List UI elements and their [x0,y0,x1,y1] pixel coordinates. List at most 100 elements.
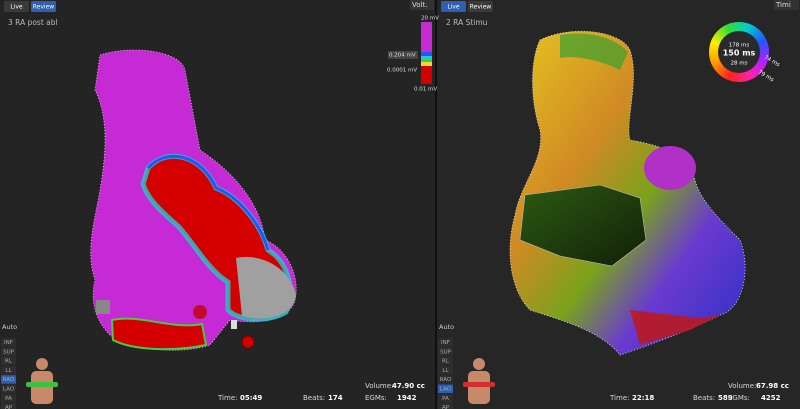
view-label[interactable]: RAO [3,377,15,383]
map-name: 2 RA Stimu [446,18,488,27]
ring-label: 150 ms [723,49,756,58]
egms-value: 4252 [761,394,781,402]
tab-label[interactable]: Live [10,4,23,11]
early-zone [560,33,628,70]
tab-label[interactable]: Review [470,4,492,11]
left-map [90,49,297,351]
egms-label: EGMs: [728,394,750,402]
auto-button[interactable]: Auto [439,323,454,331]
catheter-tip [231,320,237,329]
beats-label: Beats: [303,394,325,402]
tab[interactable] [468,1,493,12]
scale-label: 0.204 mV [389,53,416,59]
view-label[interactable]: AP [442,405,450,409]
ring-label: 79 ms [757,70,775,84]
bar-low [421,66,432,84]
view-button[interactable] [1,347,16,356]
tab-label[interactable]: Live [447,4,460,11]
divider [435,0,437,409]
ring-label: 74 ms [763,55,781,69]
view-button[interactable] [438,356,453,366]
view-label[interactable]: LAO [3,387,15,393]
view-label[interactable]: LAO [440,387,452,393]
view-label[interactable]: AP [5,405,13,409]
map-menu-label[interactable]: Timi [775,1,791,9]
torso-body [468,371,490,404]
volume-value: 67.98 cc [756,382,789,390]
egms-value: 1942 [397,394,417,402]
torso-arm [463,382,495,387]
bar-band [421,62,432,66]
view-label[interactable]: PA [442,396,449,402]
view-button[interactable] [438,365,453,375]
map-menu-label[interactable]: Volt. [412,1,427,9]
egms-label: EGMs: [365,394,387,402]
torso-body [31,371,53,404]
clipping-plane [519,184,647,267]
scale-label: 0.0001 mV [387,68,417,74]
right-map [509,30,746,356]
border-zone [146,154,270,251]
view-label[interactable]: INF [4,340,13,346]
view-button[interactable] [1,375,16,384]
volume-label: Volume: [728,382,756,390]
ablation-point [193,305,207,319]
activation-ring [709,22,769,82]
ring-label: 178 ms [729,43,750,49]
view-button[interactable] [1,356,16,366]
view-label[interactable]: LL [5,368,12,374]
view-button[interactable] [438,384,453,394]
scar-strip [110,317,208,351]
ring-center [718,31,760,73]
late-lobe [644,146,696,190]
bar-high [421,22,432,52]
torso-head [36,358,48,370]
view-button[interactable] [1,393,16,403]
view-label[interactable]: SUP [440,349,452,355]
tab[interactable] [4,1,29,12]
view-button[interactable] [1,338,16,347]
color-bar [421,22,432,84]
view-label[interactable]: INF [441,340,450,346]
view-label[interactable]: RL [5,359,13,365]
view-button[interactable] [438,403,453,409]
view-button[interactable] [1,365,16,375]
bar-band [421,59,432,62]
view-label[interactable]: LL [442,368,449,374]
view-label[interactable]: RL [442,359,450,365]
tab-label[interactable]: Review [33,4,55,11]
time-value: 22:18 [632,394,654,402]
bar-band [421,52,432,56]
view-button[interactable] [1,384,16,394]
view-button[interactable] [1,403,16,409]
view-button[interactable] [438,393,453,403]
scale-label: 0.01 mV [414,87,437,93]
view-label[interactable]: RAO [440,377,452,383]
view-button[interactable] [438,347,453,356]
view-button[interactable] [438,338,453,347]
beats-label: Beats: [693,394,715,402]
map-menu[interactable] [774,0,799,10]
beats-value: 174 [328,394,343,402]
tag [96,300,110,314]
torso-head [473,358,485,370]
scale-label-box [388,51,418,59]
time-label: Time: [217,394,238,402]
view-label[interactable]: SUP [3,349,15,355]
auto-button[interactable]: Auto [2,323,17,331]
map-name: 3 RA post abl [8,18,58,27]
tab[interactable] [441,1,466,12]
scale-label: 20 mV [421,16,439,22]
time-value: 05:49 [240,394,262,402]
tab[interactable] [31,1,56,12]
bar-band [421,56,432,59]
view-button[interactable] [438,375,453,384]
map-menu[interactable] [410,0,434,10]
low-voltage-zone [236,256,296,319]
ablation-point [241,335,255,349]
time-label: Time: [609,394,630,402]
view-label[interactable]: PA [5,396,12,402]
ablation-line [630,310,720,345]
